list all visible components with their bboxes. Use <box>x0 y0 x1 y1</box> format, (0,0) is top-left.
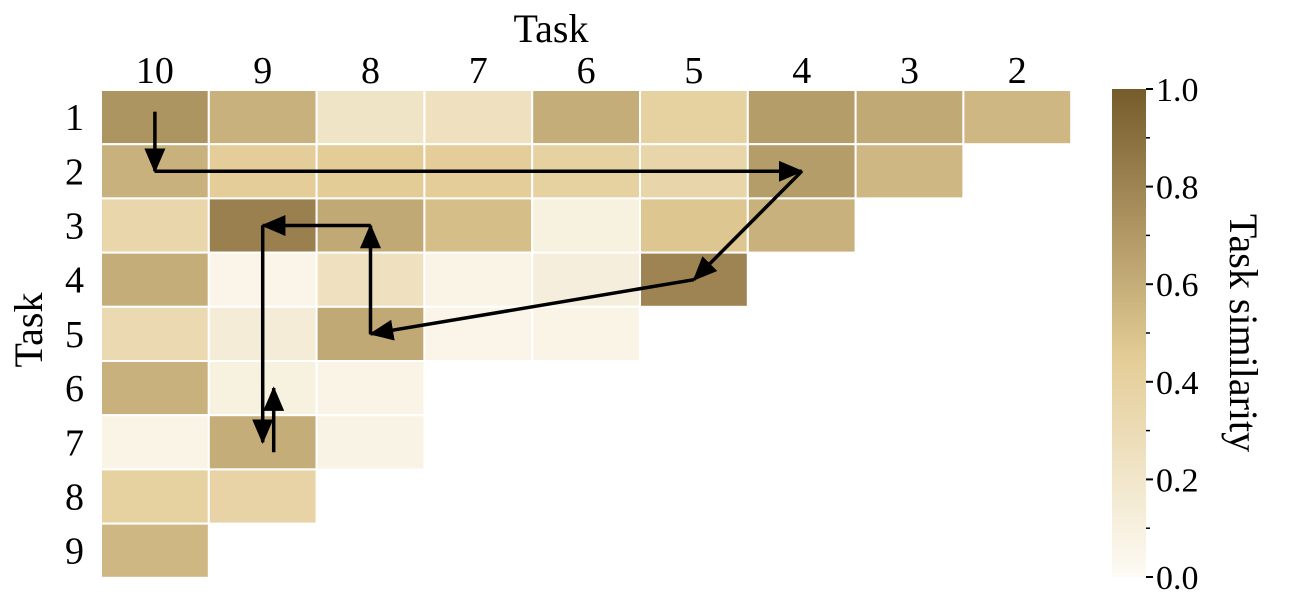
x-tick-label: 5 <box>684 50 703 92</box>
path-arrow <box>692 170 803 281</box>
y-tick-label: 8 <box>65 477 84 519</box>
y-tick-label: 9 <box>65 531 84 573</box>
y-tick-label: 1 <box>65 97 84 139</box>
heatmap-cell <box>100 360 210 417</box>
heatmap-cell <box>423 251 534 308</box>
x-tick-label: 6 <box>577 50 596 92</box>
heatmap-cell <box>315 360 426 417</box>
heatmap-cell <box>315 414 426 471</box>
heatmap-cell <box>100 251 210 308</box>
heatmap-cell <box>423 89 534 146</box>
y-tick-label: 5 <box>65 314 84 356</box>
heatmap-cell <box>100 468 210 525</box>
heatmap-cell <box>207 89 318 146</box>
heatmap-cell <box>639 197 749 254</box>
heatmap-cell <box>746 197 857 254</box>
heatmap-cell <box>531 89 642 146</box>
heatmap-cell <box>854 89 965 146</box>
x-tick-label: 10 <box>136 50 174 92</box>
heatmap-cell <box>207 468 318 525</box>
y-axis-title: Task <box>6 293 51 368</box>
colorbar-tick-label: 0.2 <box>1156 462 1199 499</box>
x-tick-label: 2 <box>1008 50 1027 92</box>
y-tick-label: 3 <box>65 206 84 248</box>
y-tick-label: 6 <box>65 368 84 410</box>
colorbar: 0.0 0.2 0.4 0.6 0.8 1.0 Task similarity <box>1112 72 1266 597</box>
x-tick-label: 9 <box>253 50 272 92</box>
heatmap-cell <box>100 522 210 579</box>
task-order-arrows <box>144 111 804 453</box>
heatmap-cell <box>639 89 749 146</box>
colorbar-tick-label: 1.0 <box>1156 72 1199 109</box>
x-tick-label: 3 <box>900 50 919 92</box>
colorbar-tick-label: 0.8 <box>1156 170 1199 207</box>
x-tick-labels: 10 9 8 7 6 5 4 3 2 <box>136 50 1027 92</box>
colorbar-tick-label: 0.0 <box>1156 560 1199 597</box>
colorbar-gradient <box>1112 89 1146 577</box>
heatmap-cell <box>423 305 534 362</box>
x-axis-title: Task <box>514 6 589 51</box>
heatmap-cell <box>100 305 210 362</box>
heatmap-cell <box>423 197 534 254</box>
colorbar-ticks: 0.0 0.2 0.4 0.6 0.8 1.0 <box>1146 72 1199 597</box>
heatmap-cells <box>100 89 1073 579</box>
y-tick-labels: 1 2 3 4 5 6 7 8 9 <box>65 97 84 573</box>
heatmap-cell <box>315 89 426 146</box>
heatmap-cell <box>962 89 1073 146</box>
colorbar-tick-label: 0.6 <box>1156 267 1199 304</box>
x-tick-label: 4 <box>792 50 811 92</box>
y-tick-label: 7 <box>65 422 84 464</box>
colorbar-tick-label: 0.4 <box>1156 365 1199 402</box>
x-tick-label: 8 <box>361 50 380 92</box>
heatmap-cell <box>854 143 965 200</box>
colorbar-title: Task similarity <box>1221 214 1266 452</box>
heatmap-cell <box>531 197 642 254</box>
y-tick-label: 2 <box>65 151 84 193</box>
heatmap-cell <box>100 197 210 254</box>
x-tick-label: 7 <box>469 50 488 92</box>
y-tick-label: 4 <box>65 260 84 302</box>
path-arrow <box>368 277 695 341</box>
heatmap-cell <box>100 414 210 471</box>
heatmap-cell <box>531 305 642 362</box>
heatmap-cell <box>746 89 857 146</box>
